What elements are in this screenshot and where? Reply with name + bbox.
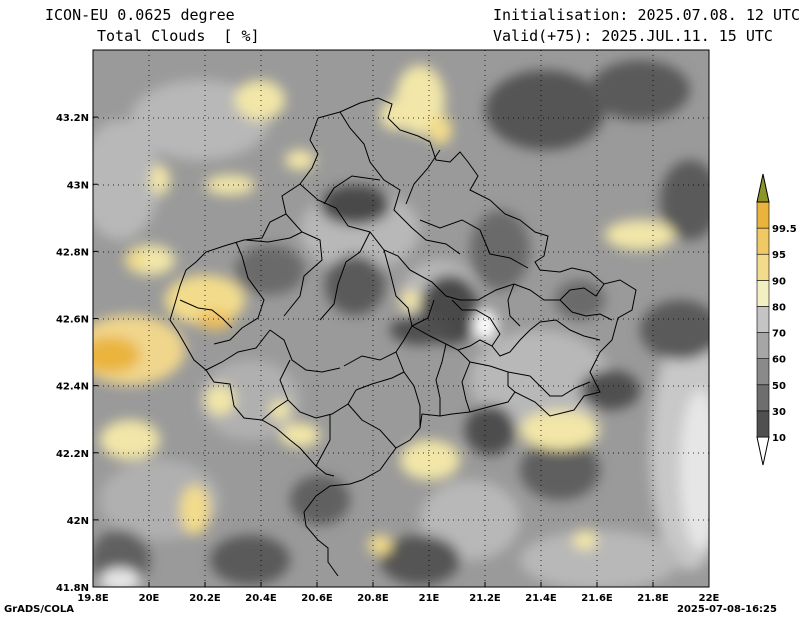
credit-label: GrADS/COLA — [4, 604, 74, 615]
variable-title: Total Clouds [ %] — [97, 27, 260, 45]
lat-tick-label: 41.8N — [56, 583, 89, 594]
lon-tick-label: 20.4E — [245, 593, 277, 604]
lon-tick-label: 21.8E — [637, 593, 669, 604]
colorbar-box — [756, 253, 770, 281]
colorbar-level-label: 60 — [772, 355, 786, 366]
colorbar-box — [756, 201, 770, 229]
colorbar-box — [756, 227, 770, 255]
initialisation-label: Initialisation: 2025.07.08. 12 UTC — [493, 6, 800, 24]
lon-tick-label: 21.6E — [581, 593, 613, 604]
colorbar: 10 30 50 60 70 80 90 95 99.5 — [756, 173, 797, 466]
lat-axis: 41.8N 42N 42.2N 42.4N 42.6N 42.8N 43N 43.2N — [56, 113, 98, 594]
colorbar-box — [756, 384, 770, 412]
cloud-field — [93, 50, 709, 587]
lat-tick-label: 42.8N — [56, 247, 89, 258]
colorbar-high-end — [756, 173, 770, 203]
lat-tick-label: 42N — [67, 516, 89, 527]
lon-tick-label: 20E — [139, 593, 160, 604]
lon-tick-label: 21.2E — [469, 593, 501, 604]
colorbar-box — [756, 280, 770, 307]
lon-tick-label: 20.2E — [189, 593, 221, 604]
colorbar-level-label: 80 — [772, 302, 786, 313]
lat-tick-label: 42.4N — [56, 382, 89, 393]
colorbar-level-label: 99.5 — [772, 224, 797, 235]
lon-tick-label: 20.8E — [357, 593, 389, 604]
colorbar-box — [756, 306, 770, 333]
border-lines — [169, 97, 637, 577]
colorbar-level-label: 50 — [772, 381, 786, 392]
lat-tick-label: 43.2N — [56, 113, 89, 124]
valid-time-label: Valid(+75): 2025.JUL.11. 15 UTC — [493, 27, 773, 45]
lat-tick-label: 42.2N — [56, 449, 89, 460]
colorbar-level-label: 30 — [772, 407, 786, 418]
colorbar-level-label: 10 — [772, 433, 786, 444]
lon-tick-label: 22E — [699, 593, 720, 604]
colorbar-level-label: 90 — [772, 276, 786, 287]
colorbar-level-label: 70 — [772, 329, 786, 340]
colorbar-box — [756, 358, 770, 386]
lon-axis: 19.8E 20E 20.2E 20.4E 20.6E 20.8E 21E 21.2E 21.4… — [77, 582, 720, 604]
lon-tick-label: 21E — [419, 593, 440, 604]
model-title: ICON-EU 0.0625 degree — [45, 6, 235, 24]
colorbar-level-label: 95 — [772, 250, 786, 261]
lat-tick-label: 42.6N — [56, 315, 89, 326]
lon-tick-label: 20.6E — [301, 593, 333, 604]
lon-tick-label: 19.8E — [77, 593, 109, 604]
colorbar-box — [756, 410, 770, 438]
colorbar-low-end — [756, 436, 770, 466]
timestamp-label: 2025-07-08-16:25 — [677, 604, 777, 615]
colorbar-box — [756, 332, 770, 359]
lon-tick-label: 21.4E — [525, 593, 557, 604]
lat-tick-label: 43N — [67, 180, 89, 191]
